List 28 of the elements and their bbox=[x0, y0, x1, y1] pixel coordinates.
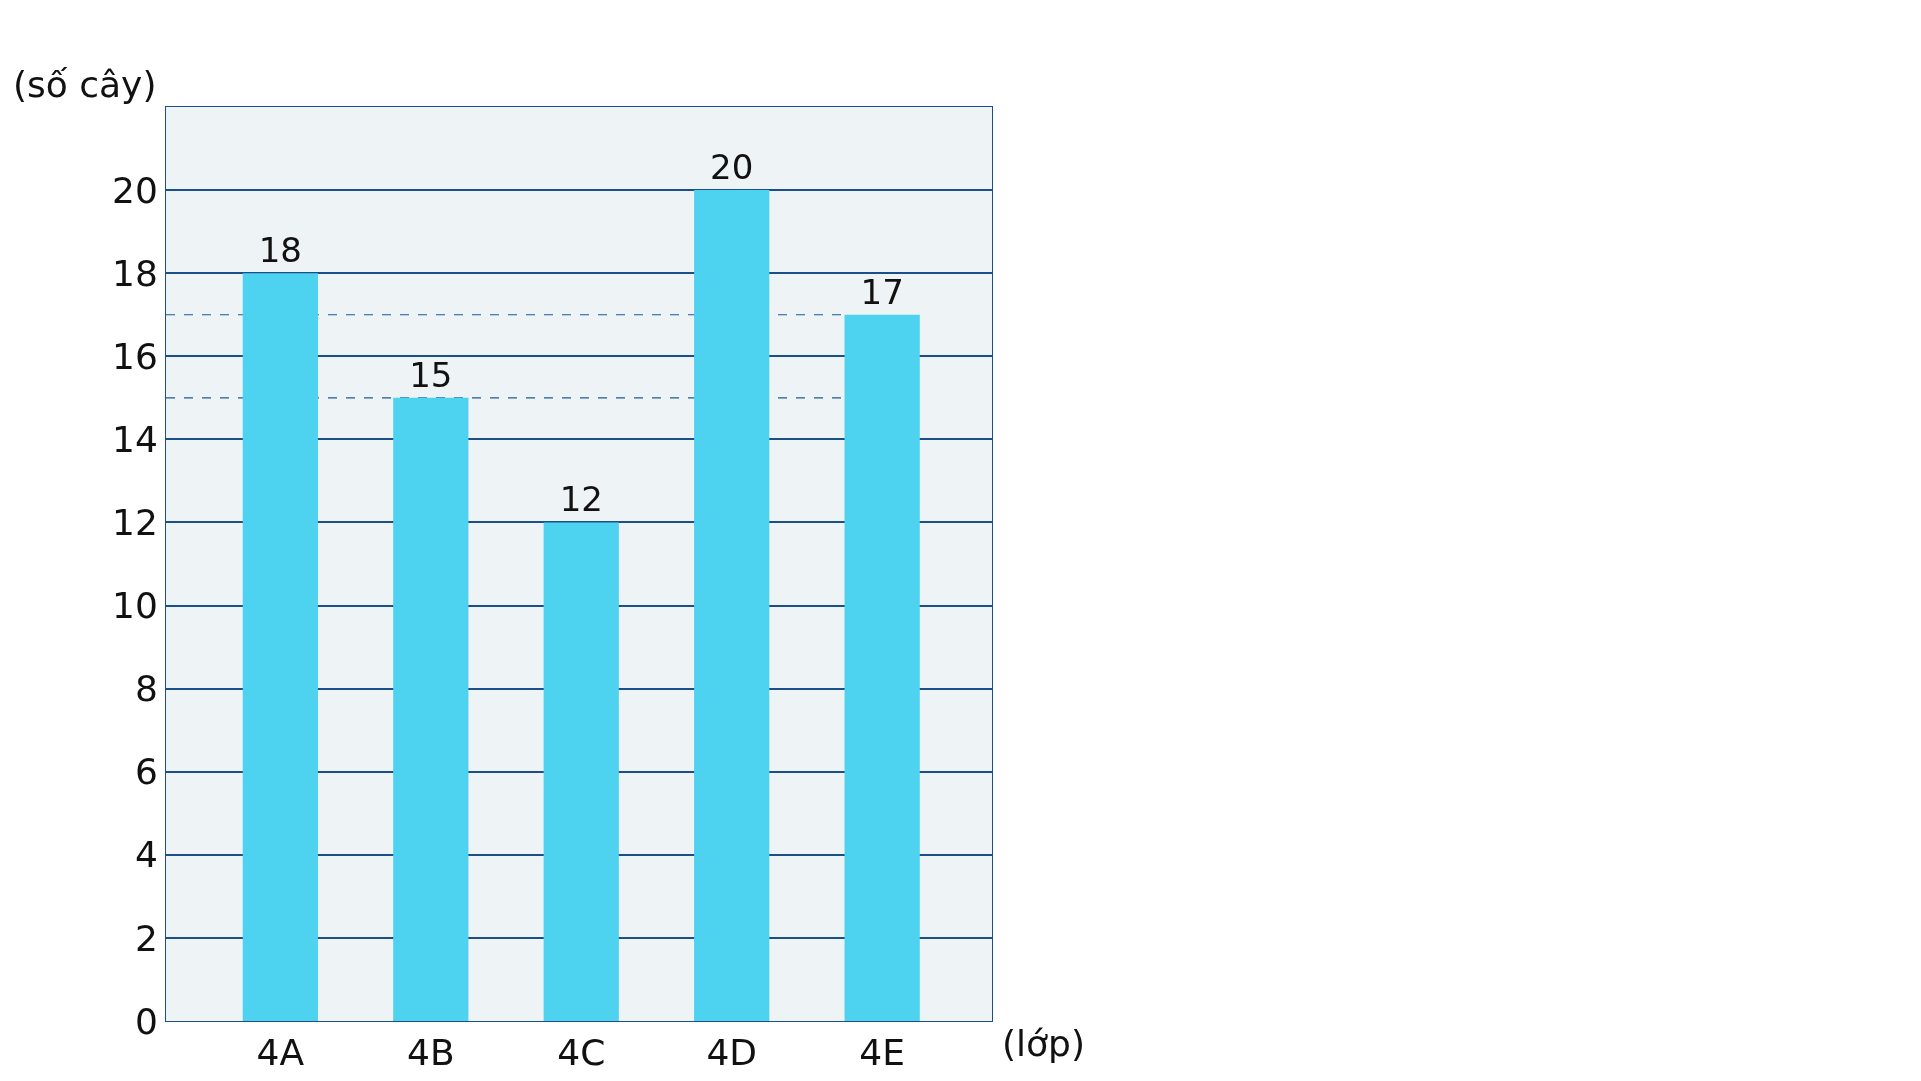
y-tick-label: 6 bbox=[134, 751, 158, 793]
y-tick-label: 2 bbox=[134, 917, 158, 959]
x-tick-label: 4E bbox=[859, 1032, 905, 1074]
data-label: 17 bbox=[860, 271, 904, 312]
y-tick-label: 4 bbox=[134, 834, 158, 876]
x-tick-label: 4D bbox=[706, 1032, 758, 1074]
y-tick-label: 8 bbox=[134, 668, 158, 710]
y-tick-label: 10 bbox=[111, 585, 158, 627]
bar bbox=[543, 522, 619, 1021]
y-tick-label: 16 bbox=[111, 335, 158, 377]
x-tick-label: 4C bbox=[557, 1032, 606, 1074]
y-tick-label: 12 bbox=[111, 502, 158, 544]
bar bbox=[242, 273, 318, 1021]
x-tick-label: 4B bbox=[407, 1032, 455, 1074]
bar bbox=[694, 190, 770, 1021]
data-label: 20 bbox=[710, 147, 754, 188]
bar bbox=[393, 397, 469, 1021]
y-axis-title: (số cây) bbox=[13, 64, 157, 105]
data-label: 15 bbox=[409, 354, 453, 395]
bar bbox=[844, 314, 920, 1021]
data-label: 18 bbox=[258, 230, 302, 271]
x-tick-label: 4A bbox=[256, 1032, 305, 1074]
x-axis-title: (lớp) bbox=[1002, 1023, 1085, 1064]
data-label: 12 bbox=[559, 479, 603, 520]
y-tick-label: 0 bbox=[134, 1000, 158, 1042]
y-tick-label: 18 bbox=[111, 252, 158, 294]
y-tick-label: 20 bbox=[111, 169, 158, 211]
y-tick-label: 14 bbox=[111, 418, 158, 460]
